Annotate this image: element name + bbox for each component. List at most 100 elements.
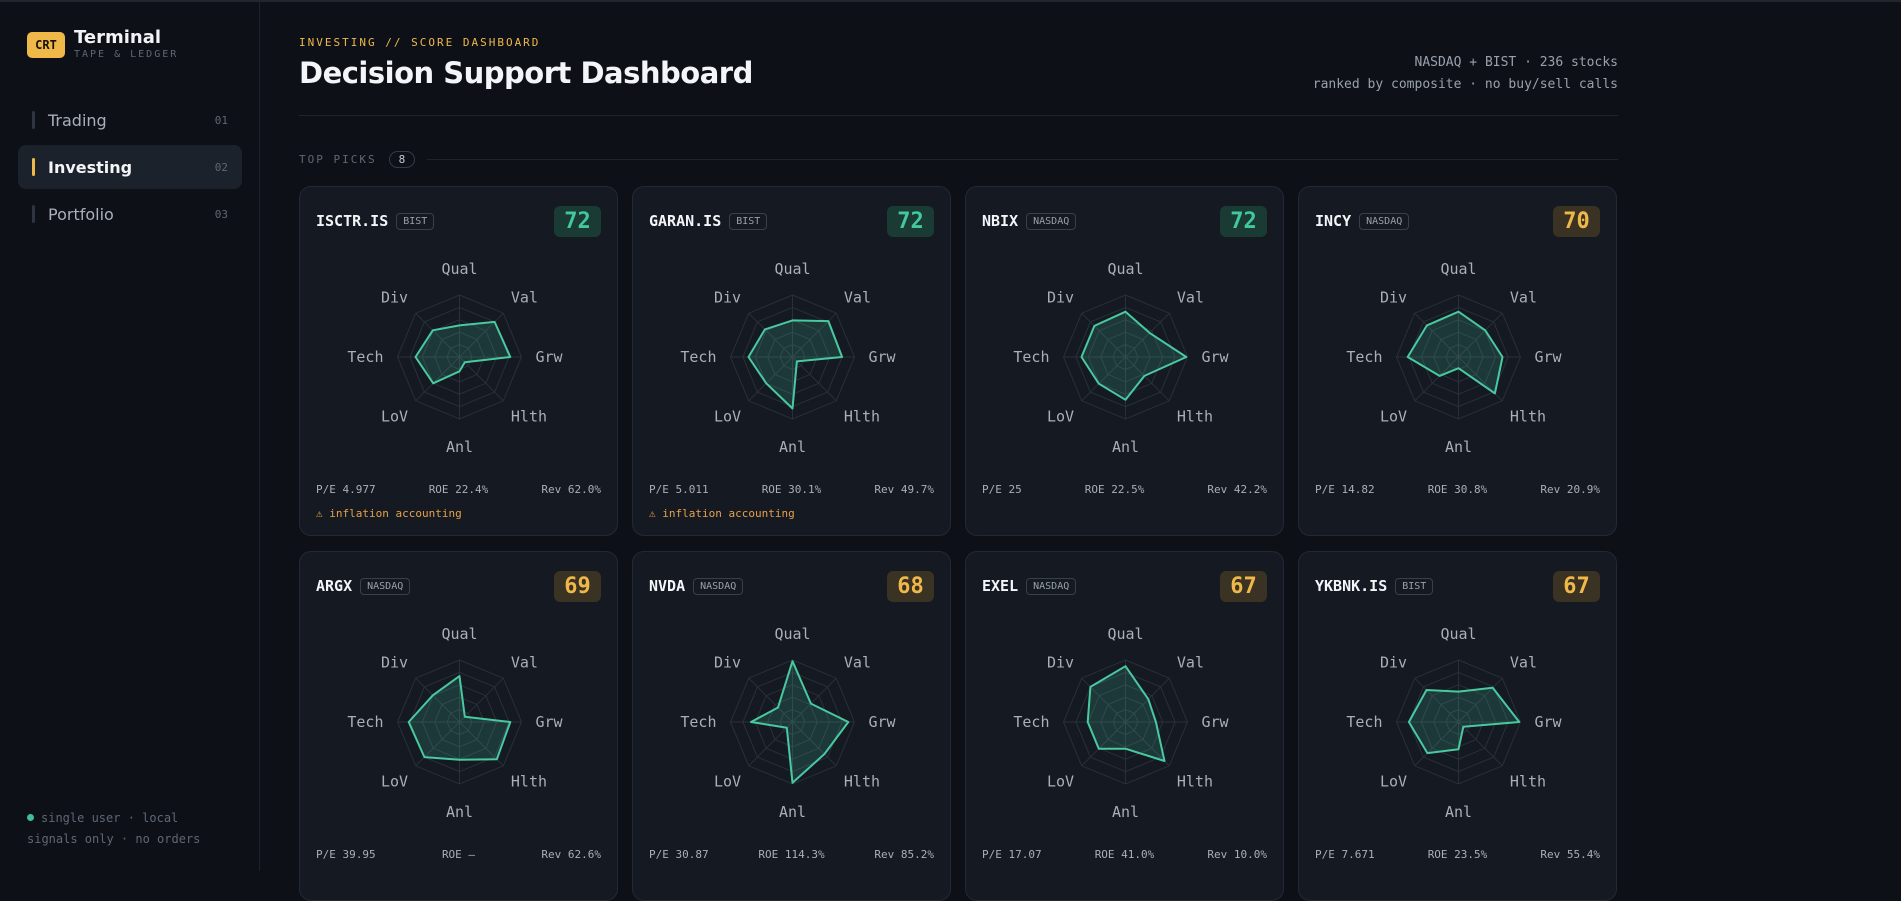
stock-card[interactable]: EXEL NASDAQ 67 Qual Val Grw Hlth Anl LoV Tech Div P… (965, 551, 1284, 901)
ticker-symbol: GARAN.IS (649, 212, 722, 230)
ticker-symbol: EXEL (982, 577, 1019, 595)
stock-card[interactable]: NBIX NASDAQ 72 Qual Val Grw Hlth Anl LoV Tech Div P… (965, 186, 1284, 536)
pe-ratio: P/E 25 (982, 483, 1022, 496)
radar-axis-label: Hlth (1510, 407, 1546, 425)
radar-chart: Qual Val Grw Hlth Anl LoV Tech Div (347, 260, 563, 456)
exchange-badge: NASDAQ (360, 577, 411, 595)
radar-axis-label: LoV (1380, 407, 1407, 425)
radar-axis-label: Tech (680, 713, 716, 731)
sidebar-item-label: Trading (48, 110, 107, 130)
radar-score-polygon (747, 319, 844, 410)
radar-spoke (1081, 356, 1126, 402)
radar-axis-label: Val (1510, 289, 1537, 307)
radar-axis-label: Div (714, 654, 741, 672)
revenue-growth: Rev 55.4% (1540, 848, 1600, 861)
sidebar-item-portfolio[interactable]: Portfolio 03 (18, 192, 242, 236)
stock-card[interactable]: YKBNK.IS BIST 67 Qual Val Grw Hlth Anl LoV Tech Di… (1298, 551, 1617, 901)
radar-score-polygon (1080, 310, 1188, 401)
stock-card[interactable]: INCY NASDAQ 70 Qual Val Grw Hlth Anl LoV Tech Div P… (1298, 186, 1617, 536)
ticker-symbol: NBIX (982, 212, 1019, 230)
composite-score-badge: 67 (1553, 570, 1600, 602)
radar-axis-label: Val (844, 289, 871, 307)
radar-axis-label: Hlth (1510, 772, 1546, 790)
radar-axis-label: Tech (347, 713, 383, 731)
radar-axis-label: Div (1380, 289, 1407, 307)
window-top-border (0, 0, 1901, 2)
radar-axis-label: LoV (1380, 772, 1407, 790)
metrics-row: P/E 25 ROE 22.5% Rev 42.2% (982, 483, 1267, 496)
radar-spoke (792, 721, 837, 767)
radar-axis-label: LoV (714, 772, 741, 790)
composite-score-badge: 68 (887, 570, 934, 602)
radar-chart: Qual Val Grw Hlth Anl LoV Tech Div (1346, 260, 1563, 456)
exchange-badge: BIST (396, 212, 435, 230)
radar-axis-label: Tech (1013, 348, 1049, 366)
radar-score-polygon (750, 660, 850, 784)
pe-ratio: P/E 4.977 (316, 483, 376, 496)
radar-spoke (1125, 721, 1170, 767)
sidebar-item-label: Portfolio (48, 204, 114, 224)
radar-spoke (1458, 312, 1503, 358)
stock-card[interactable]: NVDA NASDAQ 68 Qual Val Grw Hlth Anl LoV Tech Div P… (632, 551, 951, 901)
radar-axis-label: Hlth (1177, 772, 1213, 790)
roe-value: ROE 23.5% (1427, 848, 1488, 861)
radar-axis-label: Anl (779, 803, 806, 821)
sidebar-item-number: 01 (214, 113, 228, 127)
exchange-badge: NASDAQ (693, 577, 744, 595)
radar-spoke (1414, 721, 1459, 767)
revenue-growth: Rev 62.6% (541, 848, 601, 861)
radar-axis-label: Val (511, 654, 538, 672)
composite-score-badge: 67 (1220, 570, 1267, 602)
radar-spoke (415, 312, 460, 358)
meta-line-2: ranked by composite · no buy/sell calls (1312, 77, 1618, 92)
radar-axis-label: LoV (1047, 772, 1074, 790)
radar-axis-label: Grw (869, 348, 897, 366)
exchange-badge: NASDAQ (1026, 577, 1077, 595)
stock-card[interactable]: ISCTR.IS BIST 72 Qual Val Grw Hlth Anl LoV Tech Di… (299, 186, 618, 536)
composite-score-badge: 72 (887, 205, 934, 237)
composite-score-badge: 70 (1553, 205, 1600, 237)
radar-chart: Qual Val Grw Hlth Anl LoV Tech Div (680, 625, 896, 821)
radar-spoke (1081, 677, 1126, 723)
radar-spoke (415, 721, 460, 767)
radar-spoke (1081, 721, 1126, 767)
radar-axis-label: Hlth (511, 407, 547, 425)
metrics-row: P/E 7.671 ROE 23.5% Rev 55.4% (1315, 848, 1600, 861)
status-dot-icon (27, 814, 34, 821)
radar-axis-label: Div (381, 289, 408, 307)
radar-spoke (459, 312, 504, 358)
pe-ratio: P/E 30.87 (649, 848, 709, 861)
radar-axis-label: Div (381, 654, 408, 672)
radar-chart: Qual Val Grw Hlth Anl LoV Tech Div (347, 625, 564, 821)
metrics-row: P/E 14.82 ROE 30.8% Rev 20.9% (1315, 483, 1600, 496)
stock-card[interactable]: ARGX NASDAQ 69 Qual Val Grw Hlth Anl LoV Tech Div P… (299, 551, 618, 901)
radar-axis-label: Hlth (844, 772, 880, 790)
radar-spoke (1125, 312, 1170, 358)
radar-axis-label: Tech (680, 348, 716, 366)
radar-axis-label: Qual (1440, 260, 1476, 278)
radar-spoke (748, 677, 793, 723)
radar-score-polygon (1406, 310, 1504, 395)
radar-spoke (1125, 356, 1170, 402)
stock-card-grid: ISCTR.IS BIST 72 Qual Val Grw Hlth Anl LoV Tech Di… (299, 186, 1618, 901)
radar-axis-label: Grw (1202, 348, 1230, 366)
pe-ratio: P/E 14.82 (1315, 483, 1375, 496)
roe-value: ROE 22.5% (1084, 483, 1145, 496)
radar-axis-label: Hlth (511, 772, 547, 790)
revenue-growth: Rev 42.2% (1207, 483, 1267, 496)
pe-ratio: P/E 17.07 (982, 848, 1042, 861)
radar-axis-label: Grw (1202, 713, 1230, 731)
sidebar-item-investing[interactable]: Investing 02 (18, 145, 242, 189)
radar-axis-label: Grw (1535, 348, 1563, 366)
brand[interactable]: CRT Terminal TAPE & LEDGER (27, 28, 178, 62)
exchange-badge: NASDAQ (1026, 212, 1077, 230)
nav-indicator (32, 205, 35, 223)
metrics-row: P/E 39.95 ROE — Rev 62.6% (316, 848, 601, 861)
radar-score-polygon (414, 320, 512, 385)
ticker-symbol: ARGX (316, 577, 353, 595)
sidebar-item-trading[interactable]: Trading 01 (18, 98, 242, 142)
radar-axis-label: Grw (536, 713, 564, 731)
radar-axis-label: Val (844, 654, 871, 672)
revenue-growth: Rev 10.0% (1207, 848, 1267, 861)
stock-card[interactable]: GARAN.IS BIST 72 Qual Val Grw Hlth Anl LoV Tech Di… (632, 186, 951, 536)
